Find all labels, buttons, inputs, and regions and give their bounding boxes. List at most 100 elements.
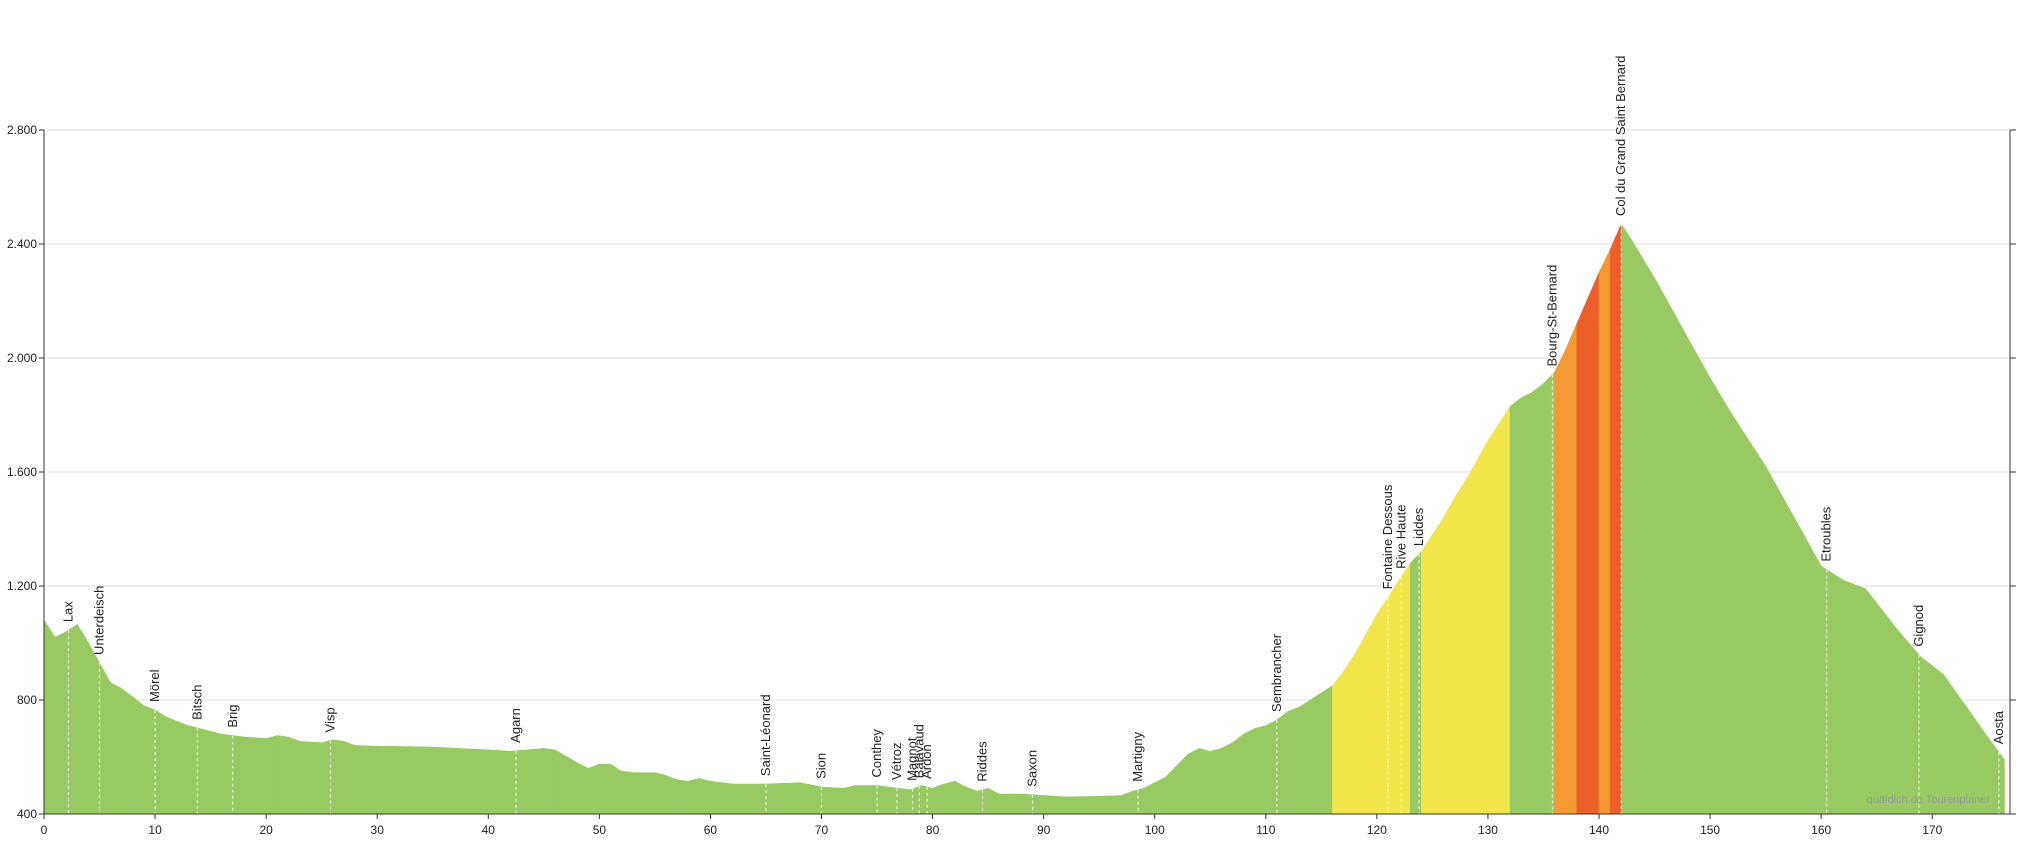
profile-segment <box>821 786 845 815</box>
y-tick-label: 1.600 <box>7 465 37 479</box>
place-label: Vétroz <box>889 742 904 780</box>
profile-segment <box>243 736 267 815</box>
profile-segment <box>1232 733 1244 815</box>
profile-segment <box>1609 223 1622 815</box>
place-label: Saint-Léonard <box>758 694 773 776</box>
profile-segment <box>898 788 911 815</box>
profile-segment <box>1487 422 1500 815</box>
profile-segment <box>1298 699 1311 815</box>
profile-segment <box>1265 719 1278 815</box>
place-label: Conthey <box>869 729 884 778</box>
x-tick-label: 90 <box>1037 823 1051 837</box>
profile-area <box>43 223 2005 815</box>
profile-segment <box>65 623 78 815</box>
profile-segment <box>1065 796 1100 815</box>
profile-segment <box>1209 748 1222 815</box>
place-label: Ardon <box>919 744 934 779</box>
profile-segment <box>1498 405 1511 815</box>
profile-segment <box>554 749 578 815</box>
profile-segment <box>1254 725 1267 815</box>
x-tick-label: 130 <box>1478 823 1498 837</box>
profile-segment <box>1843 579 1866 815</box>
credit: quäldich.de Tourenplaner <box>1867 794 1991 806</box>
profile-segment <box>1543 371 1555 815</box>
profile-segment <box>665 775 678 815</box>
place-label: Agarn <box>508 708 523 743</box>
profile-segment <box>1620 223 1633 815</box>
place-label: Gignod <box>1911 605 1926 647</box>
profile-segment <box>843 785 856 815</box>
profile-segment <box>1509 397 1522 815</box>
profile-segment <box>998 793 1022 815</box>
profile-segment <box>1654 277 1678 815</box>
profile-segment <box>1532 383 1544 815</box>
y-tick-label: 2.800 <box>7 123 37 137</box>
profile-segment <box>43 619 56 815</box>
profile-segment <box>1165 764 1178 815</box>
place-label: Fontaine Dessous <box>1380 484 1395 589</box>
profile-segment <box>1565 323 1578 815</box>
profile-segment <box>1421 533 1433 815</box>
profile-segment <box>132 696 145 815</box>
y-tick-label: 400 <box>17 807 37 821</box>
profile-segment <box>1343 653 1355 815</box>
x-tick-label: 30 <box>371 823 385 837</box>
profile-segment <box>1898 630 1922 815</box>
profile-segment <box>210 730 223 815</box>
profile-segment <box>432 746 489 815</box>
profile-segment <box>1476 439 1489 815</box>
profile-segment <box>343 740 356 815</box>
x-tick-label: 160 <box>1811 823 1831 837</box>
profile-segment <box>288 736 300 815</box>
profile-segment <box>1920 656 1944 815</box>
place-label: Balavaud <box>911 724 926 778</box>
profile-segment <box>676 779 689 815</box>
profile-segment <box>1732 413 1766 815</box>
place-label: Unterdeisch <box>92 586 107 655</box>
x-tick-label: 170 <box>1922 823 1942 837</box>
profile-segment <box>732 783 767 815</box>
place-label: Col du Grand Saint Bernard <box>1613 56 1628 216</box>
profile-segment <box>1098 795 1122 815</box>
profile-segment <box>1198 748 1211 815</box>
place-label: Visp <box>323 707 338 732</box>
profile-segment <box>121 687 134 815</box>
profile-segment <box>954 780 967 815</box>
profile-segment <box>1398 562 1411 815</box>
profile-segment <box>1432 516 1444 815</box>
x-tick-label: 100 <box>1145 823 1165 837</box>
x-tick-label: 50 <box>593 823 607 837</box>
x-tick-label: 140 <box>1589 823 1609 837</box>
profile-segment <box>1332 670 1344 815</box>
place-label: Brig <box>225 705 240 728</box>
profile-segment <box>587 763 600 815</box>
profile-segment <box>910 785 922 815</box>
x-tick-label: 20 <box>259 823 273 837</box>
profile-segment <box>1443 496 1455 815</box>
profile-segment <box>1820 565 1844 815</box>
profile-segment <box>798 782 822 815</box>
profile-segment <box>1465 459 1478 815</box>
profile-segment <box>932 783 944 815</box>
profile-segment <box>1409 551 1422 815</box>
profile-segment <box>332 739 345 815</box>
profile-segment <box>1787 505 1822 815</box>
profile-segment <box>88 641 100 815</box>
profile-segment <box>1554 349 1567 815</box>
profile-segment <box>1121 790 1133 815</box>
profile-segment <box>1520 391 1533 815</box>
profile-segment <box>1154 776 1167 815</box>
profile-segment <box>154 709 167 815</box>
profile-segment <box>1987 736 2005 815</box>
profile-segment <box>1043 795 1067 815</box>
profile-segment <box>487 749 511 815</box>
profile-segment <box>276 735 289 815</box>
profile-segment <box>610 763 622 815</box>
profile-segment <box>1187 747 1200 815</box>
profile-segment <box>687 777 700 815</box>
profile-segment <box>1221 742 1233 815</box>
profile-segment <box>188 725 200 815</box>
profile-segment <box>599 763 611 815</box>
y-tick-label: 800 <box>17 693 37 707</box>
